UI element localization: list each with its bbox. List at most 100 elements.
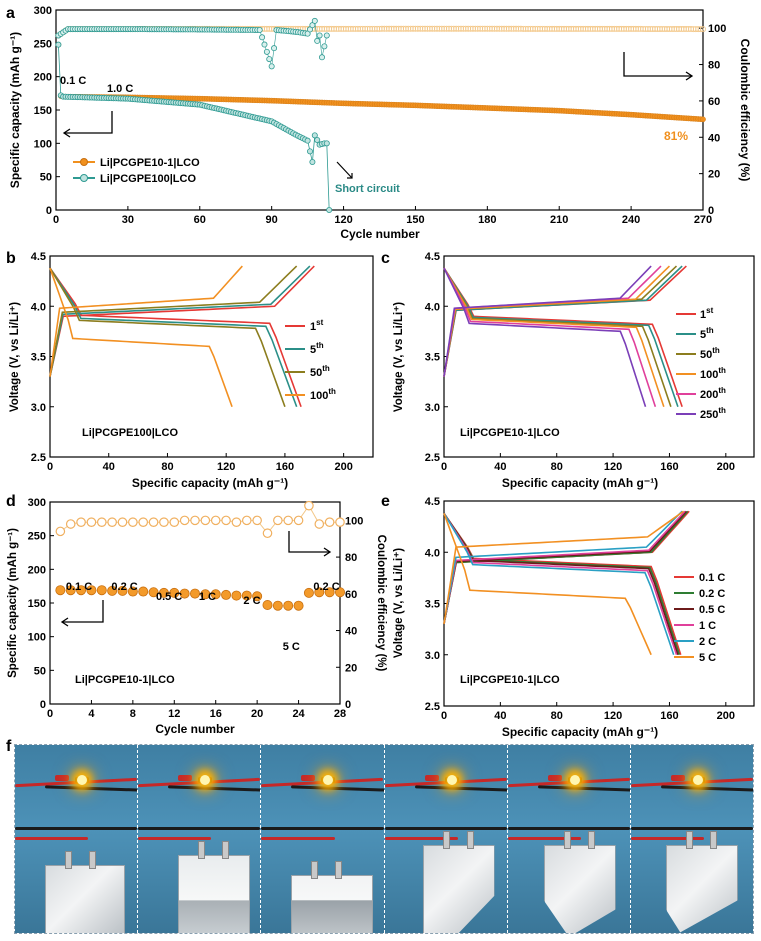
ce-pcgpe10-point [592, 25, 599, 32]
ce-pcgpe100-point [263, 48, 270, 55]
photo-cell-tab [198, 841, 206, 859]
ce-pcgpe10-point [565, 25, 572, 32]
photo-pouch-cell [45, 865, 125, 933]
ce-pcgpe10-point [568, 25, 575, 32]
panel-c-ylabel: Voltage (V, vs Li/Li⁺) [393, 302, 405, 412]
ce-pcgpe10-point [347, 25, 354, 32]
photo-led [77, 775, 87, 785]
panel-a-xtick-label: 210 [550, 214, 568, 226]
ce-pcgpe10-point [434, 25, 441, 32]
panel-d-left-ytick-label: 200 [28, 564, 46, 576]
ce-pcgpe10-point [700, 26, 707, 33]
ce-pcgpe10-point [350, 25, 357, 32]
panel-c-ytick-label: 3.5 [425, 352, 440, 364]
panel-d-ce-point [241, 515, 252, 526]
panel-d-capacity-point [148, 587, 159, 598]
ce-pcgpe10-point [503, 25, 510, 32]
ce-pcgpe10-point [652, 25, 659, 32]
ce-pcgpe10-point [525, 25, 532, 32]
photo-led [323, 775, 334, 785]
ce-pcgpe10-point [450, 25, 457, 32]
ce-pcgpe10-point [527, 25, 534, 32]
ce-pcgpe10-point [582, 25, 589, 32]
ce-pcgpe10-point [666, 26, 673, 33]
panel-d-capacity-point [158, 587, 169, 598]
panel-d-ce-point [273, 515, 283, 526]
ce-pcgpe10-point [438, 25, 445, 32]
ce-pcgpe10-point [489, 25, 496, 32]
panel-d-capacity-point [107, 585, 118, 596]
panel-d-capacity-point [76, 585, 87, 596]
panel-d-left-ytick-label: 100 [28, 632, 46, 644]
panel-c: 0 40 80 120 160 200 2.5 3.0 3.5 4.0 4.5 1st 5th 50th 1… [393, 251, 755, 490]
photo-pouch-cell [178, 855, 251, 933]
panel-a-rate-1.0C: 1.0 C [107, 83, 133, 95]
panel-e-ytick-label: 3.5 [425, 599, 440, 611]
panel-e-cell: Li|PCGPE10-1|LCO [460, 674, 560, 686]
panel-c-legend-label: 5th [700, 326, 714, 341]
ce-pcgpe100-point [256, 26, 263, 33]
ce-pcgpe10-point [445, 25, 452, 32]
panel-d-rate-label: 1 C [199, 591, 216, 603]
panel-c-xtick-label: 160 [660, 461, 678, 473]
panel-e-legend-label: 0.5 C [699, 604, 725, 616]
panel-b-cell: Li|PCGPE100|LCO [82, 427, 178, 439]
photo-black-wire [291, 785, 384, 792]
panel-d-xtick-label: 12 [168, 708, 180, 720]
ce-pcgpe10-point [556, 25, 563, 32]
photo-led [446, 775, 457, 785]
panel-d-capacity-point [283, 600, 294, 611]
panel-label-a: a [6, 5, 15, 22]
panel-c-discharge-5th [443, 267, 679, 408]
ce-pcgpe10-point [501, 25, 508, 32]
panel-d-ce-point [96, 517, 107, 527]
ce-pcgpe10-point [553, 25, 560, 32]
panel-a-arrow-right-head [685, 71, 694, 81]
panel-d-arrow-left-head [60, 617, 69, 627]
ce-pcgpe10-point [606, 25, 613, 32]
ce-pcgpe100-point [266, 56, 273, 63]
ce-pcgpe10-point [604, 25, 611, 32]
panel-e-legend-label: 0.1 C [699, 572, 725, 584]
panel-b-xtick-label: 80 [161, 461, 173, 473]
photo-cell-tab [466, 831, 474, 849]
ce-pcgpe10-point [410, 25, 417, 32]
photo-red-clip [547, 775, 562, 781]
panel-f-photos [14, 744, 754, 934]
photo-red-clip [55, 775, 69, 781]
panel-d-capacity-point [55, 585, 66, 596]
ce-pcgpe100-point [268, 63, 275, 70]
panel-e-xlabel: Specific capacity (mAh g⁻¹) [502, 725, 658, 739]
ce-pcgpe100-point [323, 32, 330, 39]
ce-pcgpe10-point [366, 25, 373, 32]
ce-pcgpe10-point [546, 25, 553, 32]
ce-pcgpe10-point [697, 26, 704, 33]
ce-pcgpe10-point [429, 25, 436, 32]
panel-d-ce-point [86, 517, 97, 527]
panel-d-xtick-label: 24 [292, 708, 305, 720]
capacity-pcgpe100-line [57, 44, 330, 211]
panel-d-rate-label: 0.1 C [66, 581, 92, 593]
ce-pcgpe10-point [608, 25, 615, 32]
panel-d-capacity-point [314, 587, 325, 598]
panel-d-capacity-point [303, 587, 314, 598]
panel-a-right-ytick-label: 40 [708, 132, 720, 144]
ce-pcgpe10-point [472, 25, 479, 32]
panel-d-capacity-point [324, 587, 335, 598]
panel-c-ytick-label: 2.5 [425, 452, 440, 464]
capacity-pcgpe100-point [323, 140, 330, 147]
ce-pcgpe10-point [431, 25, 438, 32]
ce-pcgpe10-point [613, 25, 620, 32]
panel-d-ce-point [128, 517, 138, 527]
photo-cell-tab [335, 861, 343, 879]
photo-pouch-cell [665, 845, 738, 933]
ce-pcgpe10-point [424, 25, 431, 32]
ce-pcgpe10-point [436, 25, 443, 32]
ce-pcgpe10-point [405, 25, 412, 32]
panel-a-rate-0.1C: 0.1 C [60, 75, 86, 87]
ce-pcgpe10-point [371, 25, 378, 32]
ce-pcgpe10-point [537, 25, 544, 32]
panel-d-capacity-point [179, 588, 190, 599]
panel-c-cell: Li|PCGPE10-1|LCO [460, 427, 560, 439]
